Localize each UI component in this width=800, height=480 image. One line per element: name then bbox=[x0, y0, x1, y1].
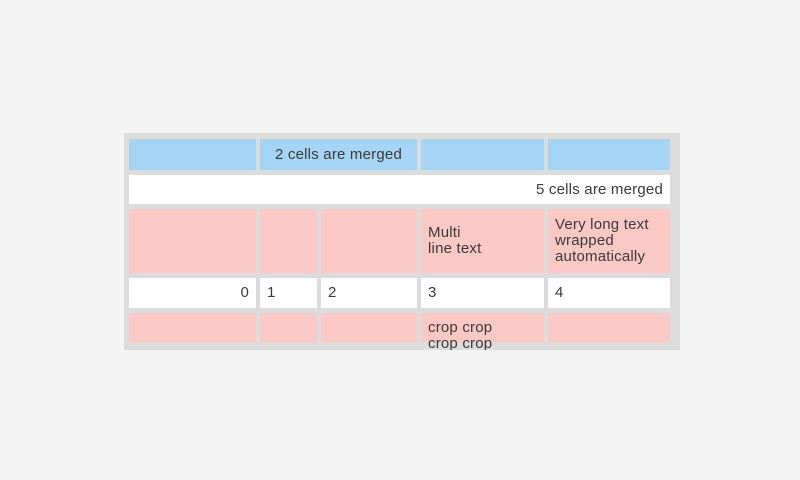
table-cell-r2c0[interactable] bbox=[129, 209, 256, 273]
cell-text: Multi line text bbox=[428, 224, 482, 257]
table-cell-r2c3[interactable]: Multi line text bbox=[421, 209, 544, 273]
cell-text: 5 cells are merged bbox=[536, 180, 663, 198]
cell-text: 1 bbox=[267, 284, 276, 301]
table-cell-r4c0[interactable] bbox=[129, 313, 256, 342]
cell-text: Very long text wrapped automatically bbox=[555, 216, 649, 265]
table-cell-r2c4[interactable]: Very long text wrapped automatically bbox=[548, 209, 670, 273]
table-cell-r3c3[interactable]: 3 bbox=[421, 278, 544, 308]
table-cell-r3c4[interactable]: 4 bbox=[548, 278, 670, 308]
table-cell-r1c0[interactable]: 5 cells are merged bbox=[129, 175, 670, 204]
cell-text: 0 bbox=[240, 284, 249, 301]
table-grid: 2 cells are merged 5 cells are merged Mult… bbox=[129, 139, 670, 350]
table-cell-r4c2[interactable] bbox=[321, 313, 417, 342]
table-cell-r0c1[interactable]: 2 cells are merged bbox=[260, 139, 417, 170]
table-cell-r2c2[interactable] bbox=[321, 209, 417, 273]
cell-text: 2 cells are merged bbox=[275, 145, 402, 163]
table-cell-r0c0[interactable] bbox=[129, 139, 256, 170]
cell-text: 2 bbox=[328, 284, 337, 301]
table-cell-r3c2[interactable]: 2 bbox=[321, 278, 417, 308]
cell-text: 3 bbox=[428, 284, 437, 301]
cell-text: crop crop crop crop crop crop bbox=[428, 319, 493, 351]
table-cell-r4c3[interactable]: crop crop crop crop crop crop bbox=[421, 313, 544, 350]
table-cell-r0c3[interactable] bbox=[548, 139, 670, 170]
table-cell-r4c4[interactable] bbox=[548, 313, 670, 342]
table-cell-r4c1[interactable] bbox=[260, 313, 317, 342]
table-cell-r2c1[interactable] bbox=[260, 209, 317, 273]
table-cell-r3c0[interactable]: 0 bbox=[129, 278, 256, 308]
table-widget: 2 cells are merged 5 cells are merged Mult… bbox=[124, 133, 680, 350]
table-cell-r3c1[interactable]: 1 bbox=[260, 278, 317, 308]
cell-text: 4 bbox=[555, 284, 564, 301]
table-cell-r0c2[interactable] bbox=[421, 139, 544, 170]
